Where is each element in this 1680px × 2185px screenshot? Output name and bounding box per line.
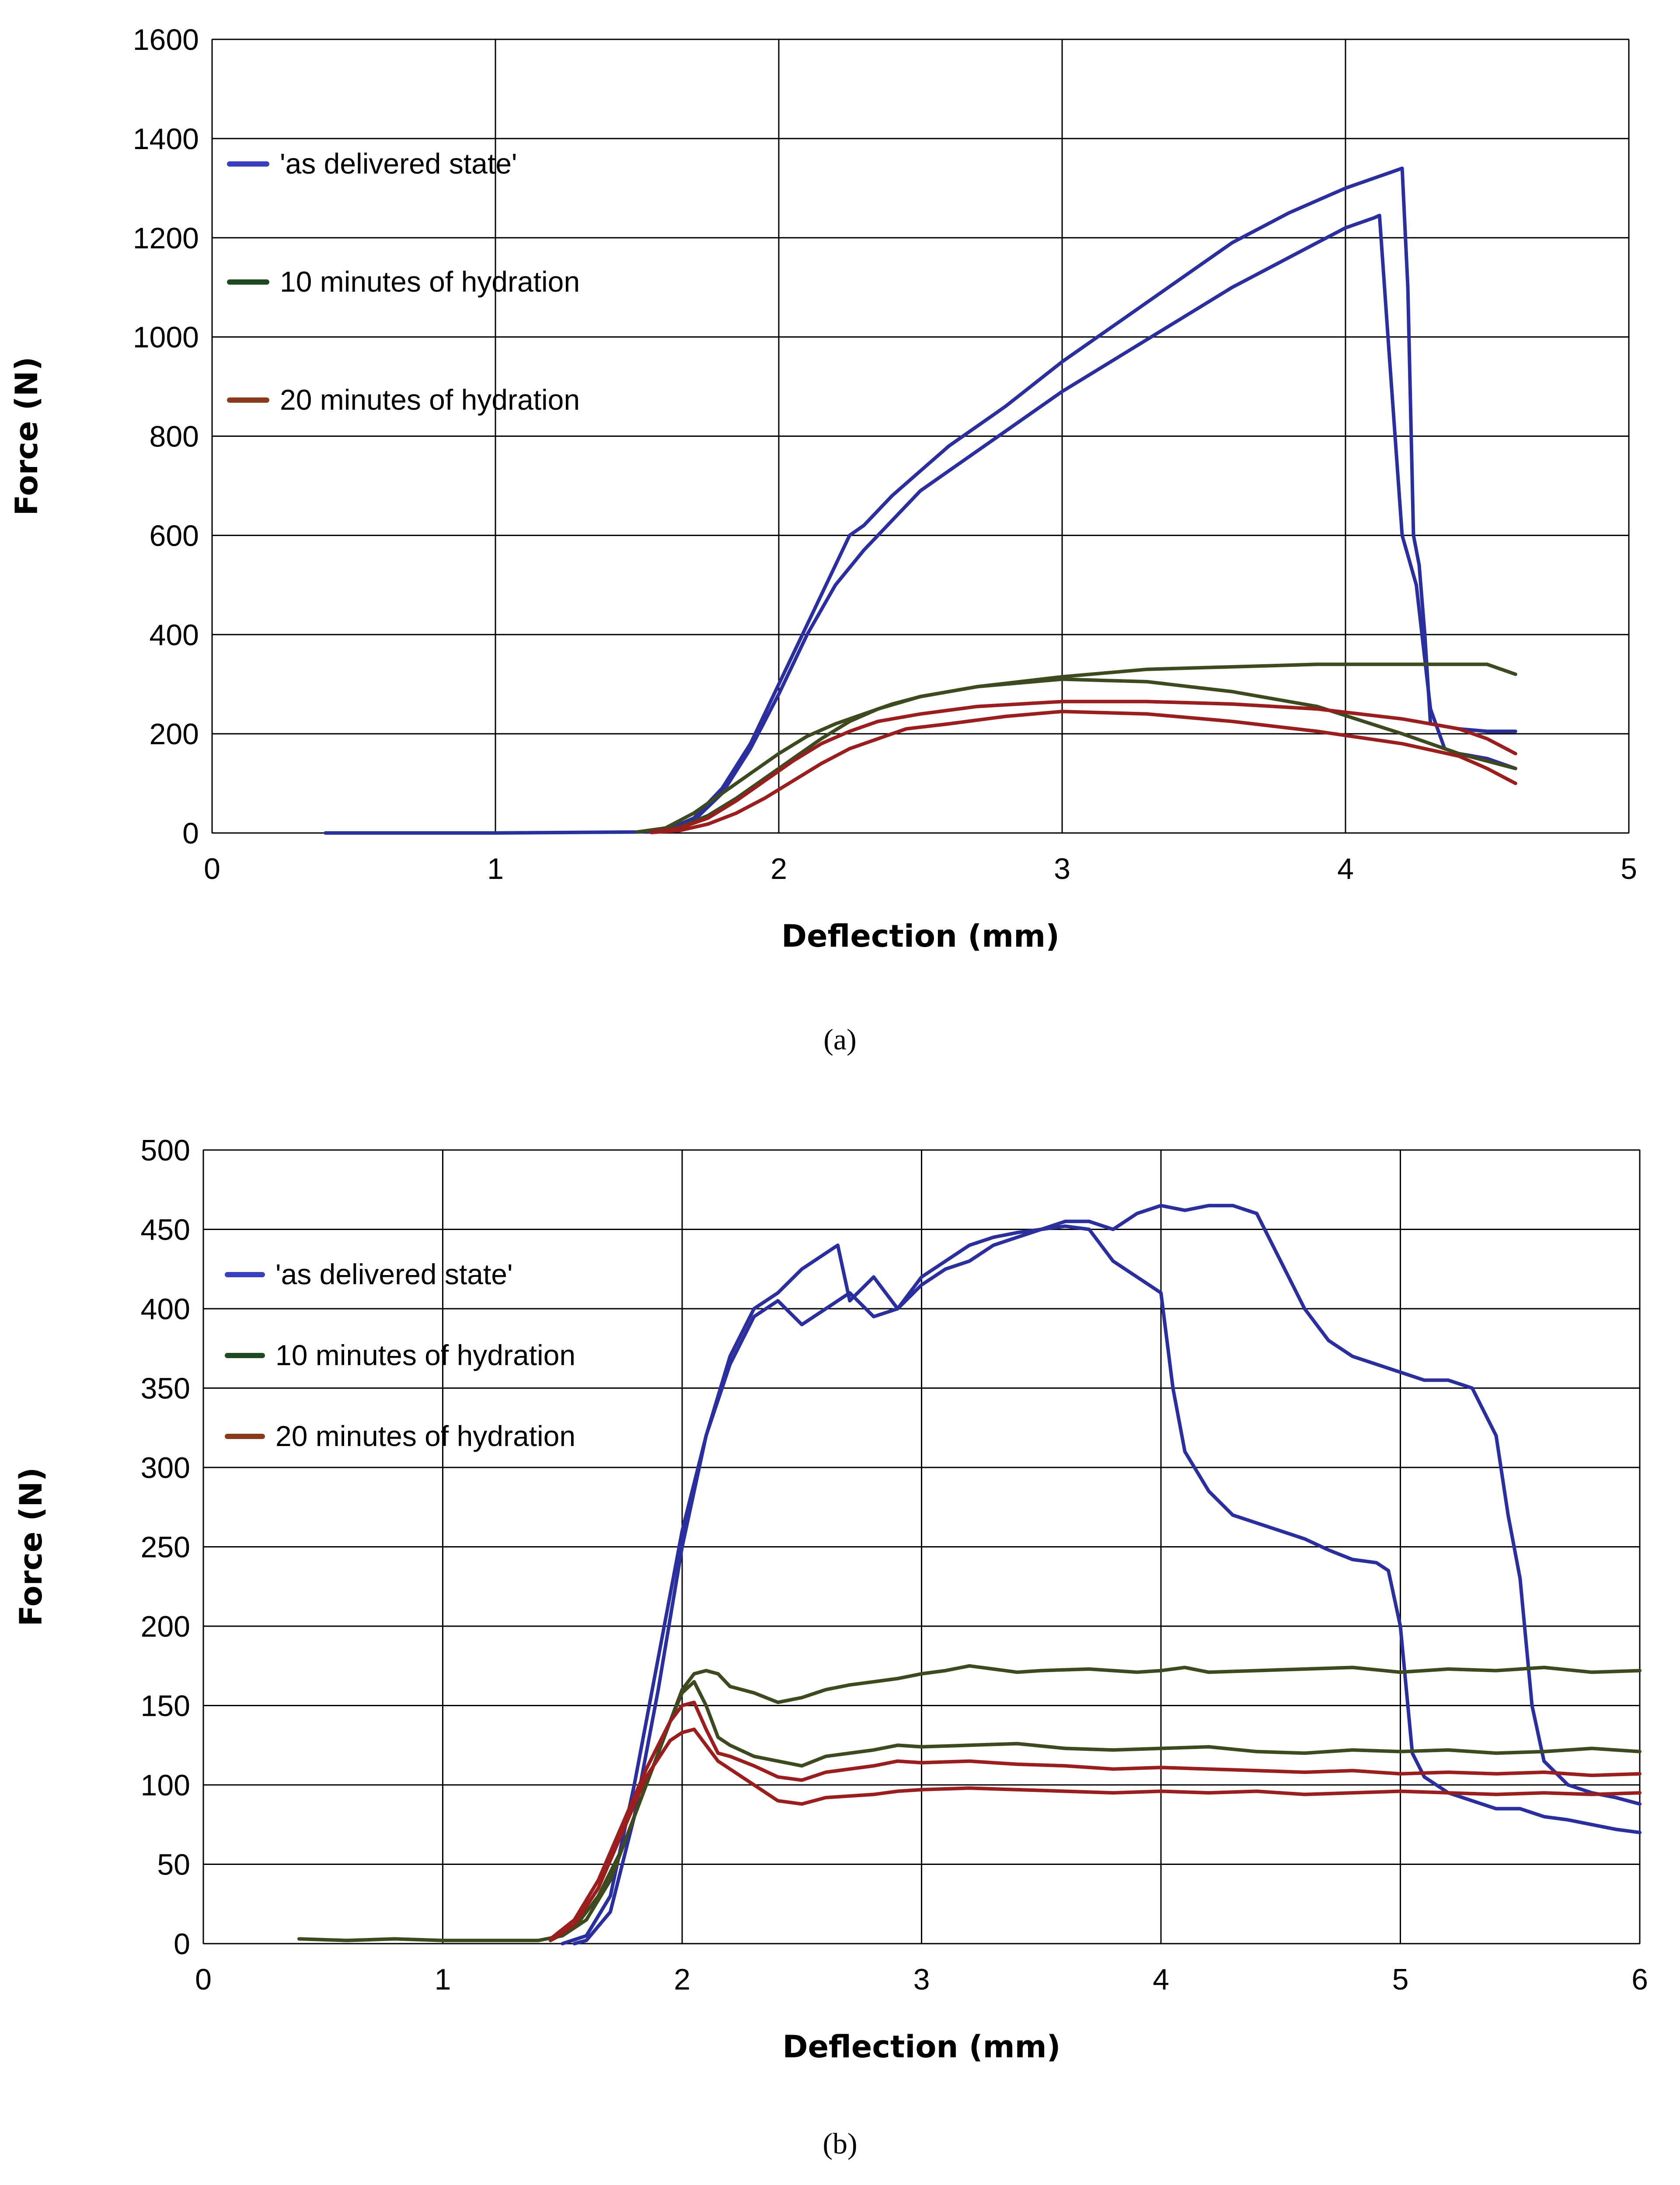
y-tick-label: 350 [141, 1372, 190, 1405]
x-tick-label: 4 [1337, 852, 1354, 885]
x-tick-label: 0 [195, 1963, 212, 1996]
x-axis-label: Deflection (mm) [781, 918, 1060, 954]
series-line [649, 710, 1517, 834]
x-tick-label: 2 [770, 852, 787, 885]
x-axis-label: Deflection (mm) [782, 2029, 1060, 2065]
y-tick-label: 1200 [133, 222, 199, 255]
x-tick-label: 5 [1392, 1963, 1409, 1996]
series-line [572, 1204, 1642, 1945]
y-tick-label: 450 [141, 1213, 190, 1247]
legend-label: 10 minutes of hydration [275, 1339, 575, 1371]
series-line [548, 1701, 1642, 1941]
y-tick-label: 600 [150, 519, 199, 552]
y-tick-label: 400 [150, 618, 199, 652]
y-tick-label: 250 [141, 1531, 190, 1564]
y-tick-label: 1400 [133, 122, 199, 156]
legend-label: 20 minutes of hydration [275, 1420, 575, 1452]
legend-label: 'as delivered state' [280, 147, 517, 180]
legend: 'as delivered state' 10 minutes of hydrat… [227, 147, 580, 416]
y-tick-label: 1600 [133, 23, 199, 56]
legend: 'as delivered state' 10 minutes of hydrat… [225, 1258, 575, 1452]
figure-caption: (a) [823, 1023, 856, 1056]
series-line [324, 166, 1517, 835]
y-tick-label: 50 [157, 1848, 190, 1882]
x-tick-label: 6 [1631, 1963, 1648, 1996]
y-tick-label: 500 [141, 1134, 190, 1167]
legend-label: 10 minutes of hydration [280, 265, 580, 298]
y-tick-label: 0 [174, 1927, 190, 1961]
figure-caption: (b) [823, 2127, 857, 2160]
y-tick-label: 100 [141, 1769, 190, 1802]
y-tick-label: 300 [141, 1451, 190, 1485]
legend-label: 'as delivered state' [275, 1258, 513, 1290]
y-tick-label: 0 [182, 817, 199, 850]
y-tick-label: 200 [141, 1610, 190, 1643]
y-tick-label: 800 [150, 420, 199, 453]
x-tick-label: 2 [674, 1963, 690, 1996]
chart-b: 0 50 100 150 200 250 300 350 400 450 500 0 1 2 3 4 5 6 Def… [13, 1134, 1648, 2160]
y-axis-label: Force (N) [9, 357, 45, 516]
x-tick-label: 3 [913, 1963, 930, 1996]
x-tick-label: 1 [487, 852, 504, 885]
x-tick-label: 4 [1153, 1963, 1169, 1996]
series-line [561, 1224, 1642, 1945]
y-tick-label: 1000 [133, 321, 199, 354]
series-line [297, 1664, 1642, 1942]
x-tick-label: 5 [1621, 852, 1637, 885]
series-line [635, 213, 1517, 834]
x-tick-label: 0 [204, 852, 220, 885]
x-tick-label: 1 [435, 1963, 451, 1996]
y-tick-label: 200 [150, 718, 199, 751]
chart-a: 0 200 400 600 800 1000 1200 1400 1600 0 1 2 3 4 5 Defle… [9, 23, 1637, 1056]
y-tick-label: 150 [141, 1690, 190, 1723]
y-axis-label: Force (N) [13, 1467, 49, 1627]
legend-label: 20 minutes of hydration [280, 383, 580, 416]
x-tick-label: 3 [1054, 852, 1070, 885]
series-line [548, 1727, 1642, 1942]
series-line [635, 662, 1517, 834]
series-line [649, 700, 1517, 834]
series-line [548, 1680, 1642, 1942]
y-tick-label: 400 [141, 1293, 190, 1326]
